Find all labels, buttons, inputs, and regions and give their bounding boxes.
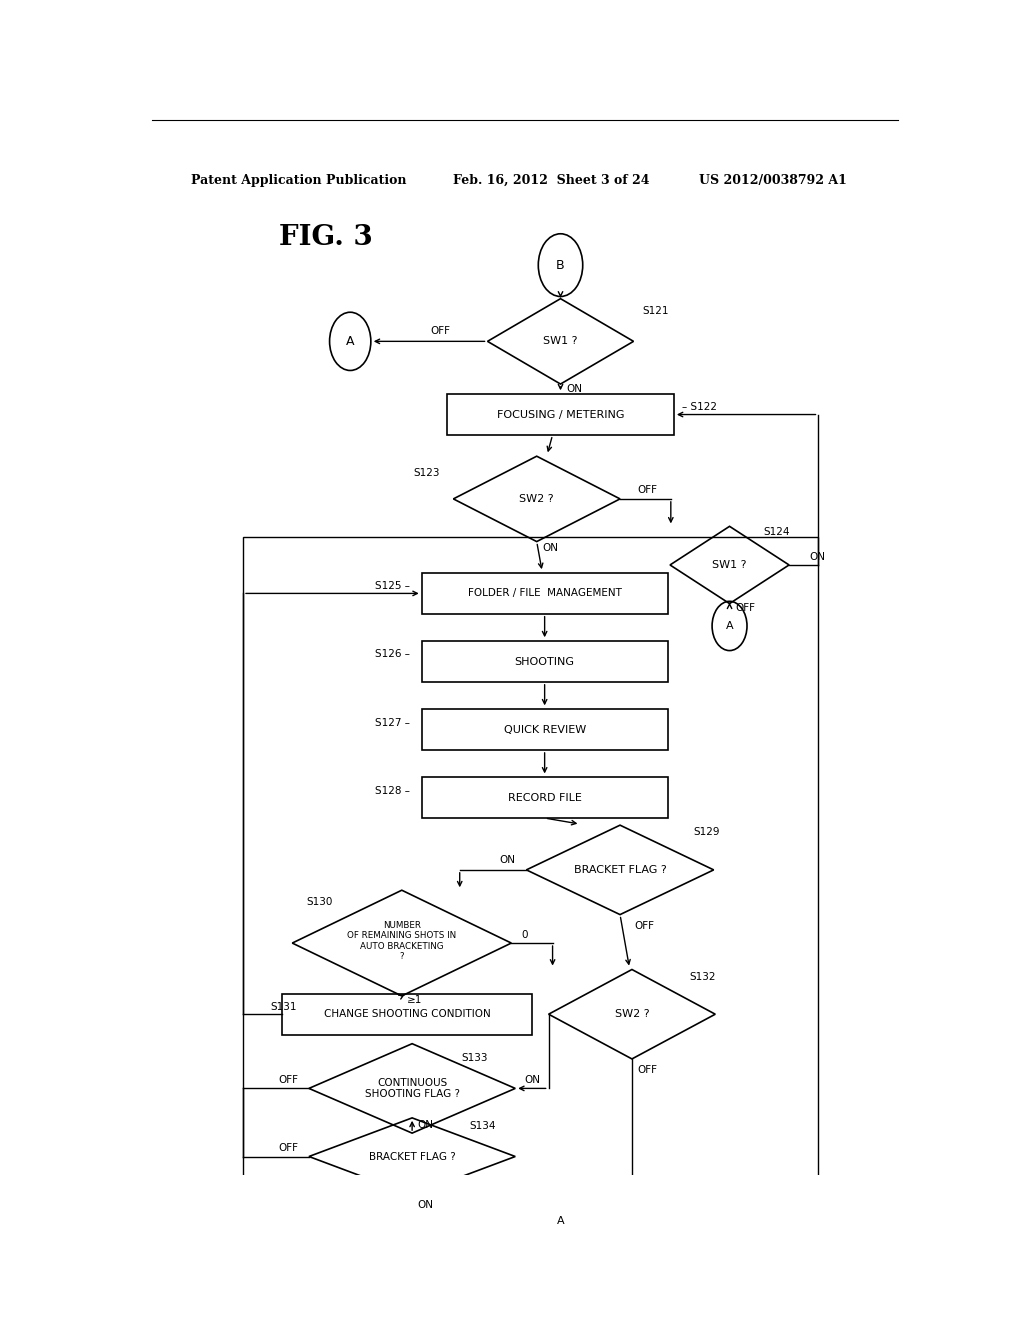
Text: CONTINUOUS
SHOOTING FLAG ?: CONTINUOUS SHOOTING FLAG ? (365, 1077, 460, 1100)
Text: S132: S132 (690, 972, 717, 982)
Text: S130: S130 (306, 898, 333, 907)
Text: ON: ON (418, 1200, 434, 1210)
Text: OFF: OFF (634, 921, 654, 931)
Text: SW1 ?: SW1 ? (544, 337, 578, 346)
Text: US 2012/0038792 A1: US 2012/0038792 A1 (699, 174, 847, 186)
Text: A: A (557, 1216, 564, 1225)
Text: SW2 ?: SW2 ? (614, 1010, 649, 1019)
Text: OFF: OFF (279, 1143, 299, 1154)
Text: A: A (726, 620, 733, 631)
Text: ON: ON (566, 384, 582, 395)
Text: FOLDER / FILE  MANAGEMENT: FOLDER / FILE MANAGEMENT (468, 589, 622, 598)
Text: ON: ON (524, 1076, 541, 1085)
Text: B: B (556, 259, 565, 272)
Text: SW2 ?: SW2 ? (519, 494, 554, 504)
Text: ON: ON (809, 552, 825, 562)
Text: BRACKET FLAG ?: BRACKET FLAG ? (573, 865, 667, 875)
Text: CHANGE SHOOTING CONDITION: CHANGE SHOOTING CONDITION (324, 1010, 490, 1019)
Text: NUMBER
OF REMAINING SHOTS IN
AUTO BRACKETING
?: NUMBER OF REMAINING SHOTS IN AUTO BRACKE… (347, 921, 457, 961)
Text: OFF: OFF (638, 1065, 657, 1074)
Text: OFF: OFF (279, 1076, 299, 1085)
Text: ON: ON (543, 543, 558, 553)
Text: S128 –: S128 – (375, 785, 410, 796)
Text: S125 –: S125 – (375, 581, 410, 591)
Text: S133: S133 (461, 1053, 487, 1063)
Text: SW1 ?: SW1 ? (713, 560, 746, 570)
Text: OFF: OFF (430, 326, 450, 337)
Text: S123: S123 (414, 469, 440, 478)
Text: S121: S121 (642, 306, 669, 315)
Text: S126 –: S126 – (375, 649, 410, 660)
Text: S134: S134 (469, 1121, 496, 1131)
Text: QUICK REVIEW: QUICK REVIEW (504, 725, 586, 735)
Text: FOCUSING / METERING: FOCUSING / METERING (497, 409, 625, 420)
Text: S131: S131 (270, 1002, 297, 1012)
Text: ≥1: ≥1 (408, 995, 423, 1005)
Text: S127 –: S127 – (375, 718, 410, 727)
Text: SHOOTING: SHOOTING (515, 656, 574, 667)
Text: BRACKET FLAG ?: BRACKET FLAG ? (369, 1151, 456, 1162)
Text: RECORD FILE: RECORD FILE (508, 793, 582, 803)
Text: ON: ON (418, 1119, 434, 1130)
Text: S124: S124 (763, 528, 790, 537)
Text: Patent Application Publication: Patent Application Publication (191, 174, 407, 186)
Text: A: A (346, 335, 354, 348)
Text: 0: 0 (521, 929, 528, 940)
Text: ON: ON (500, 855, 515, 865)
Text: FIG. 3: FIG. 3 (279, 224, 373, 252)
Text: – S122: – S122 (682, 403, 717, 412)
Text: Feb. 16, 2012  Sheet 3 of 24: Feb. 16, 2012 Sheet 3 of 24 (454, 174, 650, 186)
Text: S129: S129 (693, 828, 720, 837)
Text: OFF: OFF (735, 603, 755, 612)
Text: OFF: OFF (638, 484, 657, 495)
